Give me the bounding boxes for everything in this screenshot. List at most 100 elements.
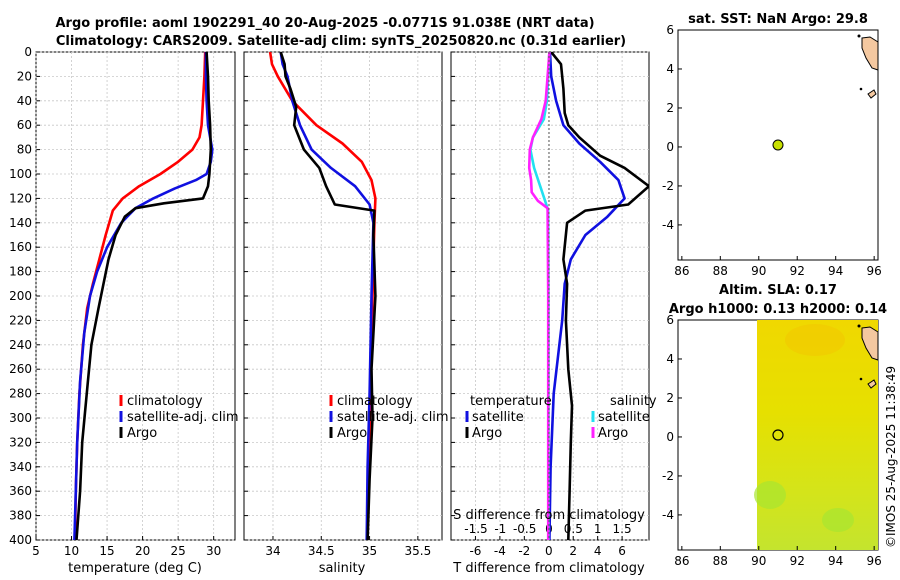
x-tick-label: 35.5 bbox=[404, 544, 431, 558]
grid-lines bbox=[35, 51, 649, 541]
legend-s-satellite: satellite bbox=[598, 410, 650, 425]
x-tick-label: -6 bbox=[469, 544, 481, 558]
sla-low-patch bbox=[754, 481, 786, 509]
x-tick-label: 5 bbox=[32, 544, 40, 558]
s-tick-label: -0.5 bbox=[513, 522, 536, 536]
map-lat-label: 6 bbox=[666, 313, 674, 327]
depth-tick-label: 160 bbox=[9, 240, 32, 254]
legend-satellite: satellite-adj. clim bbox=[127, 410, 239, 425]
sumatra-land-shape bbox=[861, 36, 879, 71]
salinity-legend: climatology satellite-adj. clim Argo bbox=[329, 394, 449, 441]
x-tick-label: -2 bbox=[518, 544, 530, 558]
island-shape bbox=[867, 379, 877, 389]
argo-sla-marker bbox=[772, 429, 784, 441]
depth-tick-label: 360 bbox=[9, 484, 32, 498]
map-lon-label: 86 bbox=[674, 554, 689, 568]
depth-tick-label: 100 bbox=[9, 167, 32, 181]
temperature-xlabel: temperature (deg C) bbox=[68, 561, 202, 576]
depth-tick-label: 340 bbox=[9, 460, 32, 474]
x-tick-label: 34 bbox=[265, 544, 280, 558]
title-line-2: Climatology: CARS2009. Satellite-adj cli… bbox=[56, 34, 626, 49]
map-lon-label: 90 bbox=[751, 264, 766, 278]
map-lon-label: 96 bbox=[867, 554, 882, 568]
series-argo bbox=[75, 52, 213, 540]
x-tick-label: 34.5 bbox=[308, 544, 335, 558]
legend-s-argo: Argo bbox=[598, 426, 628, 441]
map-lat-label: -4 bbox=[662, 218, 674, 232]
x-tick-label: 0 bbox=[545, 544, 553, 558]
map-lon-label: 88 bbox=[713, 554, 728, 568]
sla-map-title-1: Altim. SLA: 0.17 bbox=[719, 283, 837, 298]
difference-legend: temperature salinity satellite Argo sate… bbox=[465, 394, 657, 441]
legend-t-satellite: satellite bbox=[472, 410, 524, 425]
panel-frames bbox=[35, 51, 650, 541]
sla-map-ticks: 86 88 90 92 94 96 6 4 2 0 -2 -4 bbox=[662, 313, 882, 568]
x-tick-label: 6 bbox=[618, 544, 626, 558]
argo-sst-marker bbox=[772, 139, 784, 151]
depth-tick-label: 260 bbox=[9, 362, 32, 376]
s-difference-label: S difference from climatology bbox=[453, 508, 645, 523]
legend-t-argo: Argo bbox=[472, 426, 502, 441]
depth-tick-label: 0 bbox=[24, 45, 32, 59]
series-temperature-argo bbox=[550, 52, 649, 540]
x-tick-label: 10 bbox=[64, 544, 79, 558]
temperature-legend: climatology satellite-adj. clim Argo bbox=[119, 394, 239, 441]
map-lon-label: 94 bbox=[828, 554, 843, 568]
map-lat-label: 2 bbox=[666, 101, 674, 115]
depth-tick-label: 200 bbox=[9, 289, 32, 303]
sla-map: Altim. SLA: 0.17 Argo h1000: 0.13 h2000:… bbox=[662, 283, 887, 568]
x-tick-label: 4 bbox=[594, 544, 602, 558]
s-tick-label: -1.5 bbox=[464, 522, 487, 536]
depth-tick-label: 180 bbox=[9, 265, 32, 279]
map-lon-label: 86 bbox=[674, 264, 689, 278]
salinity-xlabel: salinity bbox=[319, 561, 366, 576]
map-lon-label: 92 bbox=[790, 264, 805, 278]
sst-map: sat. SST: NaN Argo: 29.8 86 88 90 92 94 96 6 4 2… bbox=[662, 12, 882, 278]
map-lat-label: -2 bbox=[662, 469, 674, 483]
map-lon-label: 92 bbox=[790, 554, 805, 568]
island-shape bbox=[867, 89, 877, 99]
sumatra-land-shape bbox=[861, 326, 879, 361]
map-lat-label: -2 bbox=[662, 179, 674, 193]
depth-tick-label: 320 bbox=[9, 435, 32, 449]
island-dot bbox=[859, 87, 863, 91]
s-tick-label: 0.5 bbox=[564, 522, 583, 536]
sst-map-title: sat. SST: NaN Argo: 29.8 bbox=[688, 12, 868, 27]
depth-tick-label: 220 bbox=[9, 313, 32, 327]
map-lon-label: 94 bbox=[828, 264, 843, 278]
depth-tick-label: 380 bbox=[9, 509, 32, 523]
map-lon-label: 96 bbox=[867, 264, 882, 278]
x-tick-label: 15 bbox=[99, 544, 114, 558]
legend-salinity-title: salinity bbox=[610, 394, 657, 409]
series-argo bbox=[279, 52, 377, 540]
island-dot bbox=[857, 324, 861, 328]
depth-tick-label: 240 bbox=[9, 338, 32, 352]
series-satellite-adj-clim bbox=[73, 52, 214, 540]
sst-map-ticks: 86 88 90 92 94 96 6 4 2 0 -2 -4 bbox=[662, 23, 882, 278]
map-lat-label: 0 bbox=[666, 430, 674, 444]
depth-tick-label: 400 bbox=[9, 533, 32, 547]
x-tick-label: 25 bbox=[171, 544, 186, 558]
legend-satellite: satellite-adj. clim bbox=[337, 410, 449, 425]
imos-watermark: ©IMOS 25-Aug-2025 11:38:49 bbox=[884, 366, 898, 548]
s-tick-label: -1 bbox=[494, 522, 506, 536]
x-tick-label: 2 bbox=[569, 544, 577, 558]
s-tick-label: 1 bbox=[594, 522, 602, 536]
island-dot bbox=[857, 34, 861, 38]
sla-high-patch bbox=[785, 324, 845, 356]
map-lon-label: 88 bbox=[713, 264, 728, 278]
legend-climatology: climatology bbox=[337, 394, 413, 409]
legend-argo: Argo bbox=[127, 426, 157, 441]
x-tick-label: 20 bbox=[135, 544, 150, 558]
legend-argo: Argo bbox=[337, 426, 367, 441]
depth-tick-label: 40 bbox=[17, 94, 32, 108]
depth-tick-label: 300 bbox=[9, 411, 32, 425]
map-lat-label: 0 bbox=[666, 140, 674, 154]
title-line-1: Argo profile: aoml 1902291_40 20-Aug-202… bbox=[55, 16, 594, 31]
legend-climatology: climatology bbox=[127, 394, 203, 409]
island-dot bbox=[859, 377, 863, 381]
x-tick-label: 35 bbox=[362, 544, 377, 558]
map-lat-label: 2 bbox=[666, 391, 674, 405]
x-tick-label: -4 bbox=[494, 544, 506, 558]
